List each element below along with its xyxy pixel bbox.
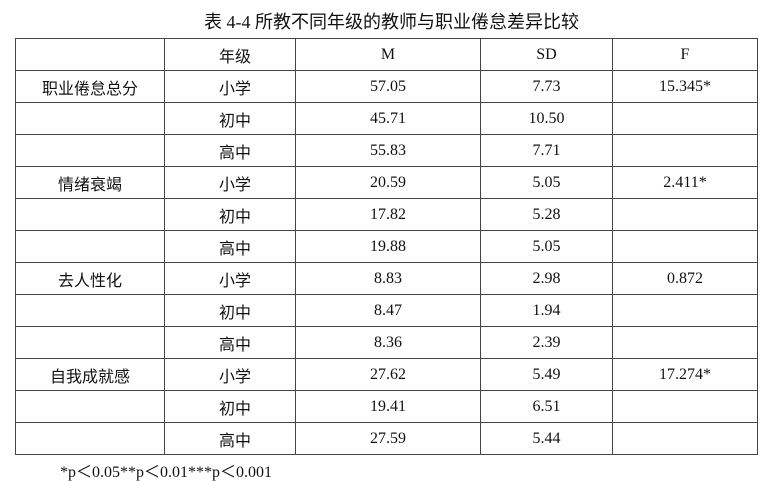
- grade-cell: 初中: [164, 294, 296, 327]
- group-cell: [15, 102, 165, 135]
- mean-cell: 17.82: [295, 198, 481, 231]
- sd-cell: 1.94: [480, 294, 613, 327]
- sd-cell: 5.05: [480, 230, 613, 263]
- mean-cell: 27.59: [295, 422, 481, 455]
- table-row: 去人性化 小学 8.83 2.98 0.872: [15, 262, 758, 295]
- sd-cell: 5.49: [480, 358, 613, 391]
- header-cell: F: [612, 38, 758, 71]
- table-row: 年级 M SD F: [15, 38, 758, 71]
- grade-cell: 小学: [164, 166, 296, 199]
- table-title: 表 4-4 所教不同年级的教师与职业倦怠差异比较: [204, 12, 579, 32]
- sd-cell: 2.98: [480, 262, 613, 295]
- grade-cell: 小学: [164, 262, 296, 295]
- table-row: 高中 19.88 5.05: [15, 230, 758, 263]
- group-cell: 自我成就感: [15, 358, 165, 391]
- footnote: *p＜0.05**p＜0.01***p＜0.001: [60, 464, 273, 481]
- mean-cell: 57.05: [295, 70, 481, 103]
- header-cell: M: [295, 38, 481, 71]
- group-cell: [15, 198, 165, 231]
- grade-cell: 高中: [164, 134, 296, 167]
- grade-cell: 小学: [164, 358, 296, 391]
- f-cell: 17.274*: [612, 358, 758, 391]
- group-cell: [15, 422, 165, 455]
- mean-cell: 8.36: [295, 326, 481, 359]
- sd-cell: 2.39: [480, 326, 613, 359]
- grade-cell: 高中: [164, 422, 296, 455]
- table-row: 初中 8.47 1.94: [15, 294, 758, 327]
- mean-cell: 27.62: [295, 358, 481, 391]
- grade-cell: 初中: [164, 102, 296, 135]
- sd-cell: 7.71: [480, 134, 613, 167]
- sd-cell: 6.51: [480, 390, 613, 423]
- mean-cell: 20.59: [295, 166, 481, 199]
- grade-cell: 初中: [164, 198, 296, 231]
- header-cell: [15, 38, 165, 71]
- mean-cell: 8.47: [295, 294, 481, 327]
- table-row: 情绪衰竭 小学 20.59 5.05 2.411*: [15, 166, 758, 199]
- table-body: 年级 M SD F 职业倦怠总分 小学 57.05 7.73 15.345* 初中 45.71 10.…: [15, 38, 758, 455]
- grade-cell: 高中: [164, 230, 296, 263]
- f-cell: [612, 198, 758, 231]
- group-cell: [15, 134, 165, 167]
- table-row: 高中 8.36 2.39: [15, 326, 758, 359]
- group-cell: [15, 390, 165, 423]
- f-cell: [612, 230, 758, 263]
- f-cell: [612, 102, 758, 135]
- grade-cell: 初中: [164, 390, 296, 423]
- group-cell: 情绪衰竭: [15, 166, 165, 199]
- f-cell: 15.345*: [612, 70, 758, 103]
- sd-cell: 10.50: [480, 102, 613, 135]
- group-cell: [15, 326, 165, 359]
- table-row: 初中 19.41 6.51: [15, 390, 758, 423]
- table-row: 自我成就感 小学 27.62 5.49 17.274*: [15, 358, 758, 391]
- header-cell: 年级: [164, 38, 296, 71]
- sd-cell: 7.73: [480, 70, 613, 103]
- f-cell: 0.872: [612, 262, 758, 295]
- table-row: 初中 45.71 10.50: [15, 102, 758, 135]
- table-row: 初中 17.82 5.28: [15, 198, 758, 231]
- table-row: 高中 27.59 5.44: [15, 422, 758, 455]
- f-cell: [612, 326, 758, 359]
- grade-cell: 小学: [164, 70, 296, 103]
- sd-cell: 5.28: [480, 198, 613, 231]
- mean-cell: 8.83: [295, 262, 481, 295]
- f-cell: [612, 390, 758, 423]
- mean-cell: 45.71: [295, 102, 481, 135]
- group-cell: 职业倦怠总分: [15, 70, 165, 103]
- f-cell: [612, 134, 758, 167]
- header-cell: SD: [480, 38, 613, 71]
- table-row: 职业倦怠总分 小学 57.05 7.73 15.345*: [15, 70, 758, 103]
- data-table: 年级 M SD F 职业倦怠总分 小学 57.05 7.73 15.345* 初中 45.71 10.…: [15, 38, 758, 455]
- f-cell: [612, 422, 758, 455]
- mean-cell: 19.41: [295, 390, 481, 423]
- f-cell: [612, 294, 758, 327]
- mean-cell: 55.83: [295, 134, 481, 167]
- group-cell: 去人性化: [15, 262, 165, 295]
- f-cell: 2.411*: [612, 166, 758, 199]
- sd-cell: 5.05: [480, 166, 613, 199]
- table-row: 高中 55.83 7.71: [15, 134, 758, 167]
- sd-cell: 5.44: [480, 422, 613, 455]
- group-cell: [15, 230, 165, 263]
- grade-cell: 高中: [164, 326, 296, 359]
- group-cell: [15, 294, 165, 327]
- mean-cell: 19.88: [295, 230, 481, 263]
